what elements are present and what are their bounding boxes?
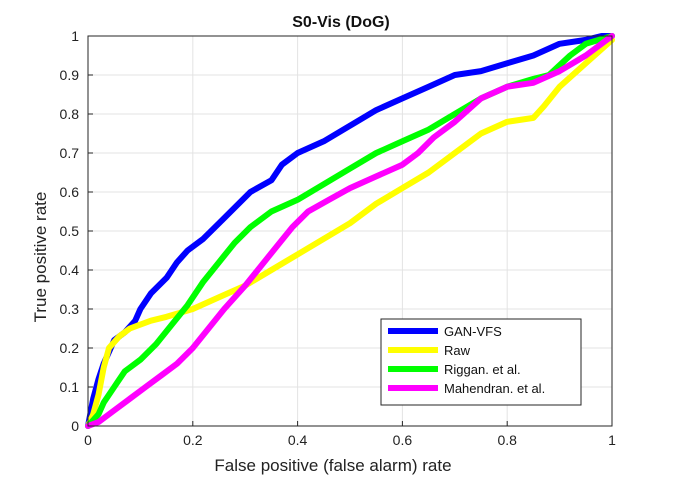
legend-items: GAN-VFS Raw Riggan. et al. Mahendran. et al… [388,324,545,396]
y-tick-label: 0.7 [60,145,80,161]
y-tick-label: 0.1 [60,379,80,395]
y-tick-label: 0 [71,418,79,434]
legend-label-riggan-et-al: Riggan. et al. [444,362,521,377]
y-tick-label: 0.2 [60,340,80,356]
legend-label-raw: Raw [444,343,471,358]
x-tick-label: 0.2 [183,432,203,448]
y-tick-label: 0.6 [60,184,80,200]
x-tick-label: 1 [608,432,616,448]
legend-label-gan-vfs: GAN-VFS [444,324,502,339]
y-tick-label: 0.4 [60,262,80,278]
legend-label-mahendran-et-al: Mahendran. et al. [444,381,545,396]
series-line-raw [85,36,615,429]
chart-title: S0-Vis (DoG) [292,14,390,31]
series-line-mahendran-et-al [85,33,615,429]
y-tick-label: 1 [71,28,79,44]
x-tick-label: 0.8 [497,432,517,448]
x-tick-label: 0 [84,432,92,448]
x-tick-label: 0.6 [393,432,413,448]
y-tick-label: 0.3 [60,301,80,317]
x-axis-label: False positive (false alarm) rate [214,456,451,475]
y-tick-label: 0.5 [60,223,80,239]
y-tick-label: 0.9 [60,67,80,83]
y-tick-label: 0.8 [60,106,80,122]
ticks: 0 0.2 0.4 0.6 0.8 1 0 0.1 0.2 0.3 0.4 0.5 0.6 0.7 0.8 0… [60,28,617,448]
x-tick-label: 0.4 [288,432,308,448]
y-axis-label: True positive rate [31,192,50,323]
curves [85,33,615,429]
legend: GAN-VFS Raw Riggan. et al. Mahendran. et al… [380,318,582,406]
